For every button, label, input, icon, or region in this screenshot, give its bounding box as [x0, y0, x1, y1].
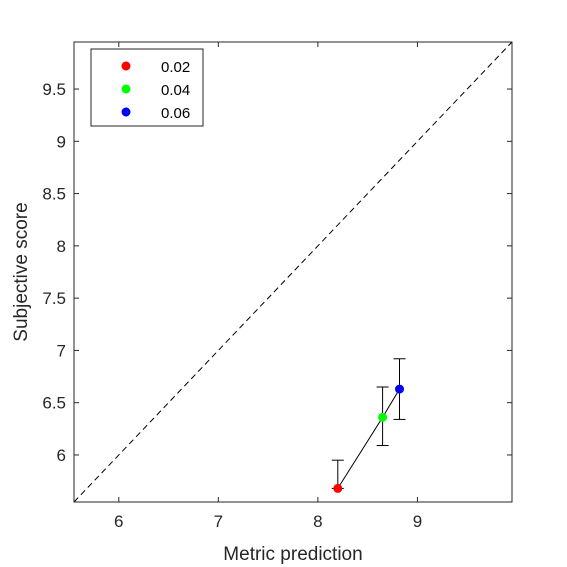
y-tick-label: 7.5: [42, 289, 66, 308]
identity-reference-line: [73, 41, 513, 503]
y-tick-label: 6.5: [42, 394, 66, 413]
y-axis-ticks: 6 6.5 7 7.5 8 8.5 9 9.5: [42, 80, 512, 465]
legend-marker-0.02: [121, 61, 131, 71]
legend-marker-0.06: [121, 107, 131, 117]
x-tick-label: 6: [114, 512, 123, 531]
data-point-layer: [333, 384, 405, 493]
legend-label: 0.04: [161, 82, 190, 99]
y-tick-label: 6: [57, 446, 66, 465]
x-axis-title: Metric prediction: [223, 544, 362, 565]
plot-frame: [73, 41, 513, 503]
legend-label: 0.02: [161, 59, 190, 76]
legend: 0.02 0.04 0.06: [90, 48, 204, 127]
legend-marker-0.04: [121, 84, 131, 94]
y-tick-label: 8: [57, 237, 66, 256]
y-tick-label: 9: [57, 132, 66, 151]
data-point-0.04: [378, 412, 388, 422]
x-tick-label: 8: [313, 512, 322, 531]
data-point-0.06: [395, 384, 405, 394]
legend-label: 0.06: [161, 105, 190, 122]
data-point-0.02: [333, 483, 343, 493]
x-tick-label: 9: [413, 512, 422, 531]
reference-line-layer: [73, 41, 513, 503]
legend-items: 0.02 0.04 0.06: [121, 59, 190, 122]
x-axis-ticks: 6 7 8 9: [114, 42, 422, 531]
y-tick-label: 7: [57, 341, 66, 360]
legend-box: [90, 48, 204, 127]
y-axis-title: Subjective score: [11, 202, 32, 341]
y-tick-label: 8.5: [42, 185, 66, 204]
x-tick-label: 7: [214, 512, 223, 531]
y-tick-label: 9.5: [42, 80, 66, 99]
